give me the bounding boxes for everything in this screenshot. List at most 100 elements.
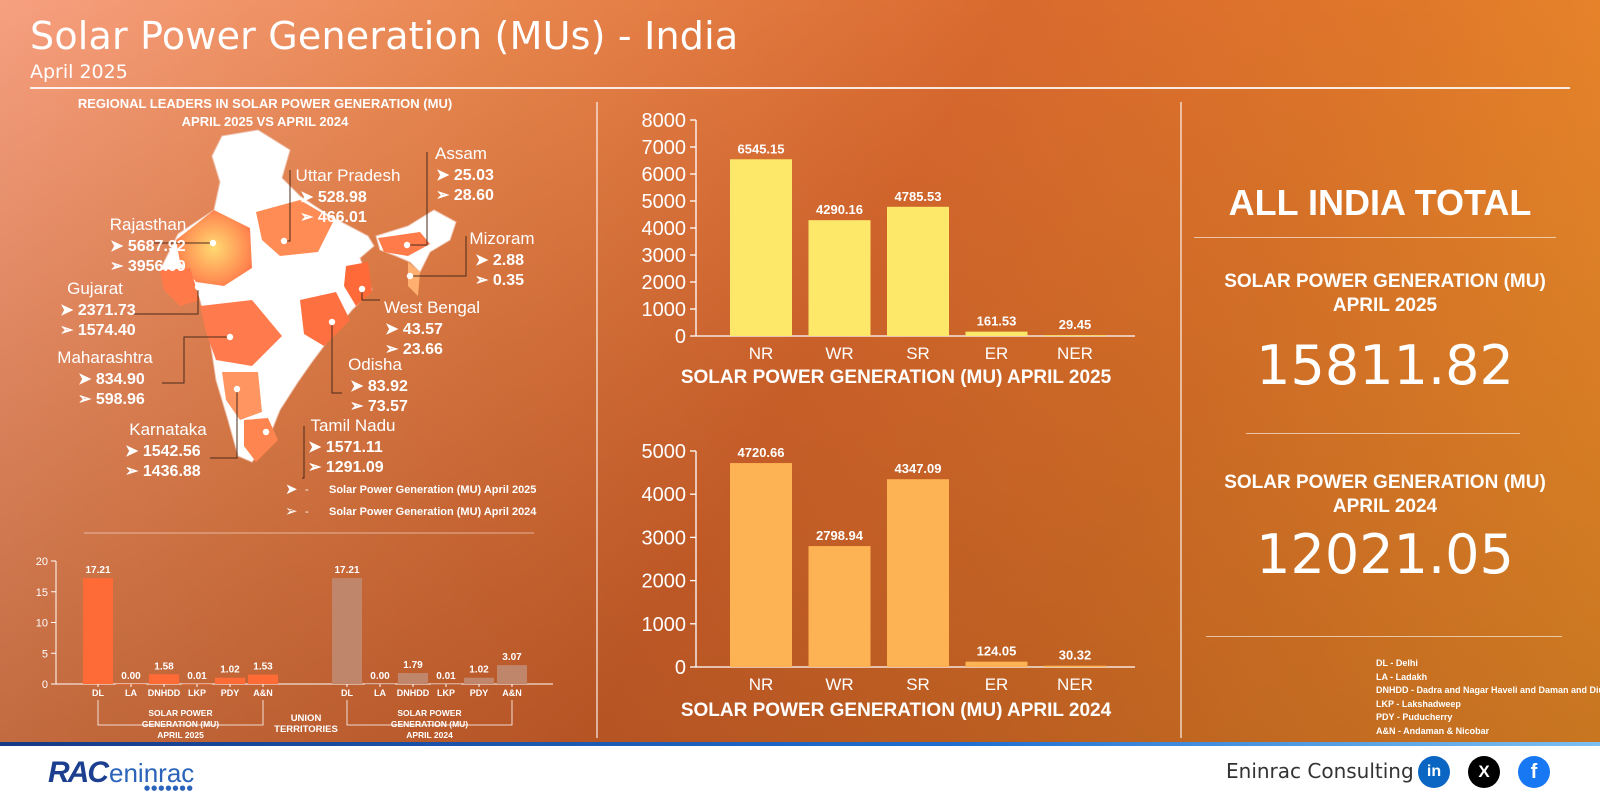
y-tick-label: 3000: [642, 527, 687, 549]
ut-center-label: TERRITORIES: [274, 724, 338, 735]
state-name: Gujarat: [67, 279, 123, 298]
data-label: 30.32: [1059, 648, 1092, 663]
y-tick-label: 3000: [642, 245, 687, 267]
bar-wr: [808, 546, 871, 667]
map-title: REGIONAL LEADERS IN SOLAR POWER GENERATI…: [70, 95, 460, 131]
state-marker: [226, 333, 234, 341]
total-2025-value: 15811.82: [1256, 334, 1514, 397]
leader-line: [130, 287, 199, 315]
ut-group-label: GENERATION (MU): [391, 719, 468, 729]
data-label: 4290.16: [816, 202, 863, 217]
ut-x-tick-label: LKP: [437, 688, 455, 698]
map-heat-regions: [160, 200, 430, 462]
x-tick-label: NER: [1057, 344, 1093, 363]
ut-x-tick-label: DL: [92, 688, 104, 698]
page-subtitle: April 2025: [30, 61, 128, 83]
state-value-2025: ➤ 25.03: [436, 167, 494, 184]
state-name: West Bengal: [384, 298, 480, 317]
region-chart-2024: 0 1000 2000 3000 4000 5000 4720.66 NR 2798.94 WR 4…: [642, 441, 1135, 721]
title-divider: [30, 87, 1570, 89]
ut-bar: [248, 674, 278, 684]
ut-data-label: 17.21: [334, 565, 359, 576]
y-tick-label: 5000: [642, 441, 687, 463]
company-logo[interactable]: RAC eninrac ●●●●●●●: [48, 754, 194, 792]
x-tick-label: ER: [985, 675, 1009, 694]
ut-data-label: 0.01: [187, 671, 207, 682]
state-name: Assam: [435, 144, 487, 163]
state-marker: [280, 237, 288, 245]
legend-2024-dash: -: [305, 506, 309, 518]
state-label-tamil-nadu: Tamil Nadu ➤ 1571.11 ➢ 1291.09: [262, 416, 396, 479]
state-label-mizoram: Mizoram ➤ 2.88 ➢ 0.35: [406, 229, 535, 289]
state-value-2024: ➢ 3956.09: [110, 258, 186, 275]
state-marker: [194, 283, 202, 291]
ut-y-tick-label: 10: [36, 618, 48, 630]
state-marker: [262, 428, 270, 436]
state-name: Karnataka: [129, 420, 207, 439]
ut-x-tick-label: DNHDD: [397, 688, 430, 698]
abbreviation-legend: DL - Delhi LA - Ladakh DNHDD - Dadra and…: [1376, 657, 1600, 738]
region-chart-2025: 0 1000 2000 3000 4000 5000 6000 7000 8000 6545.15…: [642, 110, 1135, 388]
state-value-2025: ➤ 83.92: [350, 378, 408, 395]
data-label: 4720.66: [738, 445, 785, 460]
ut-data-label: 1.02: [220, 665, 240, 676]
state-value-2025: ➤ 1542.56: [125, 443, 201, 460]
ut-y-tick-label: 20: [36, 556, 48, 568]
ut-data-label: 17.21: [85, 565, 110, 576]
total-2024-label-line1: SOLAR POWER GENERATION (MU): [1224, 472, 1546, 493]
data-label: 6545.15: [738, 141, 785, 156]
x-tick-label: NR: [749, 344, 774, 363]
ut-y-tick-label: 5: [42, 648, 48, 660]
total-2025-label-line2: APRIL 2025: [1332, 295, 1438, 316]
ut-data-label: 1.02: [469, 665, 489, 676]
legend-2024-text: Solar Power Generation (MU) April 2024: [329, 506, 537, 518]
ut-group-label: GENERATION (MU): [142, 719, 219, 729]
state-value-2025: ➤ 1571.11: [308, 439, 383, 456]
leader-line: [410, 236, 467, 277]
y-tick-label: 0: [675, 326, 686, 348]
ut-group-label: SOLAR POWER: [397, 708, 461, 718]
leader-line: [331, 322, 342, 394]
ut-data-label: 3.07: [502, 652, 522, 663]
ut-group-label: APRIL 2024: [406, 730, 453, 740]
state-label-rajasthan: Rajasthan ➤ 5687.92 ➢ 3956.09: [110, 215, 217, 275]
ut-x-tick-label: DNHDD: [148, 688, 181, 698]
state-label-karnataka: Karnataka ➤ 1542.56 ➢ 1436.88: [125, 385, 241, 480]
y-tick-label: 4000: [642, 484, 687, 506]
abbr-item: A&N - Andaman & Nicobar: [1376, 725, 1490, 736]
leader-line: [361, 289, 380, 301]
totals-divider-1: [1194, 237, 1556, 238]
logo-name: eninrac: [109, 757, 195, 788]
x-icon[interactable]: X: [1468, 756, 1500, 788]
state-marker: [233, 385, 241, 393]
ut-y-tick-label: 15: [36, 587, 48, 599]
total-2025-label-line1: SOLAR POWER GENERATION (MU): [1224, 271, 1546, 292]
facebook-icon[interactable]: f: [1518, 756, 1550, 788]
column-divider-right: [1180, 102, 1182, 738]
state-value-2024: ➢ 0.35: [475, 272, 524, 289]
all-india-total-heading: ALL INDIA TOTAL: [1228, 182, 1532, 223]
state-name: Maharashtra: [57, 348, 153, 367]
linkedin-icon[interactable]: in: [1418, 756, 1450, 788]
ut-center-label: UNION: [291, 713, 322, 724]
leader-line: [210, 389, 238, 459]
ut-bar: [332, 578, 362, 684]
bar-er: [965, 331, 1028, 336]
abbr-item: LKP - Lakshadweep: [1376, 698, 1461, 709]
map-state-labels: Rajasthan ➤ 5687.92 ➢ 3956.09 Uttar Pradesh…: [57, 144, 534, 480]
ut-bar: [497, 665, 527, 684]
bar-sr: [887, 479, 949, 667]
state-marker: [406, 272, 414, 280]
legend-2025-dash: -: [305, 484, 309, 496]
state-name: Odisha: [348, 355, 402, 374]
abbr-item: DNHDD - Dadra and Nagar Haveli and Daman…: [1376, 685, 1600, 695]
state-value-2024: ➢ 466.01: [300, 209, 367, 226]
chart-title: SOLAR POWER GENERATION (MU) APRIL 2025: [681, 367, 1112, 388]
state-value-2025: ➤ 5687.92: [110, 238, 186, 255]
state-value-2024: ➢ 73.57: [350, 398, 408, 415]
total-2024-label: SOLAR POWER GENERATION (MU) APRIL 2024: [1200, 471, 1570, 519]
state-marker: [358, 285, 366, 293]
legend-2024-symbol: ➢: [285, 503, 298, 520]
footer-accent-bar: [0, 742, 1600, 746]
company-name: Eninrac Consulting: [1226, 759, 1414, 783]
